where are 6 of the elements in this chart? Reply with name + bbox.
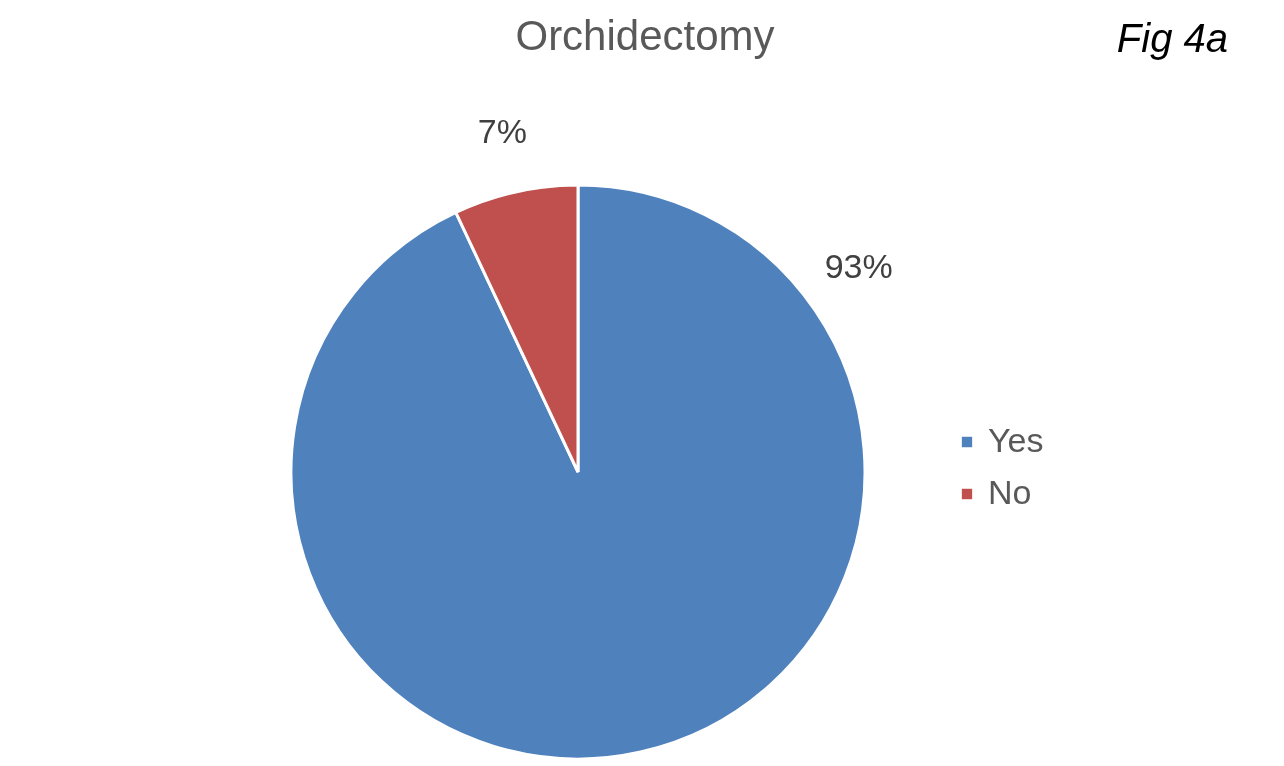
data-label: 7% bbox=[477, 112, 527, 151]
data-label: 93% bbox=[824, 247, 893, 286]
legend-label: Yes bbox=[988, 421, 1044, 459]
caption: Fig 4a bbox=[1116, 16, 1228, 60]
legend-label: No bbox=[988, 473, 1032, 511]
chart-title: Orchidectomy bbox=[515, 12, 775, 59]
